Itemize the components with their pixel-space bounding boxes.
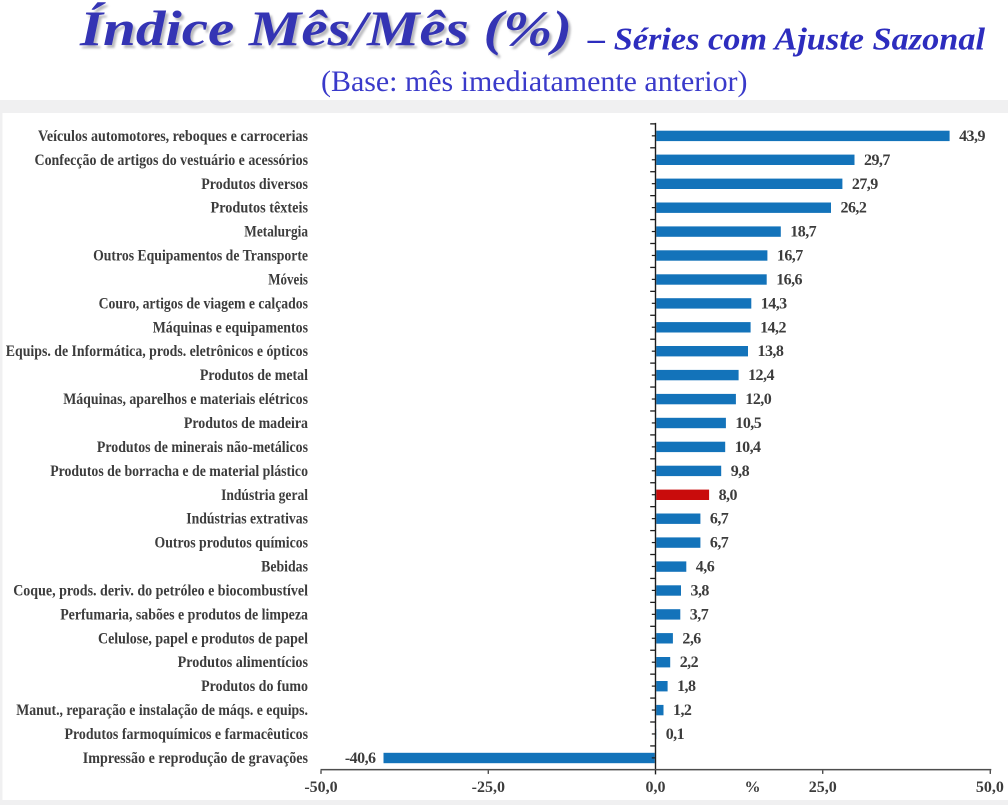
- svg-text:Produtos de metal: Produtos de metal: [200, 367, 309, 384]
- svg-text:-50,0: -50,0: [304, 779, 337, 796]
- svg-text:Impressão e reprodução de grav: Impressão e reprodução de gravações: [83, 750, 308, 767]
- svg-text:12,0: 12,0: [745, 391, 771, 408]
- svg-text:4,6: 4,6: [696, 559, 715, 576]
- svg-text:-25,0: -25,0: [472, 779, 505, 796]
- svg-text:50,0: 50,0: [976, 779, 1004, 796]
- svg-text:18,7: 18,7: [790, 224, 816, 241]
- svg-text:10,5: 10,5: [735, 415, 761, 432]
- svg-text:6,7: 6,7: [710, 535, 729, 552]
- svg-text:Celulose, papel e produtos de: Celulose, papel e produtos de papel: [98, 630, 309, 647]
- svg-text:(Base: mês imediatamente anter: (Base: mês imediatamente anterior): [321, 65, 748, 98]
- svg-text:Coque, prods. deriv. do petról: Coque, prods. deriv. do petróleo e bioco…: [13, 583, 308, 600]
- svg-text:Produtos diversos: Produtos diversos: [201, 176, 308, 193]
- svg-text:-40,6: -40,6: [345, 750, 376, 767]
- svg-text:3,8: 3,8: [691, 583, 710, 600]
- svg-text:9,8: 9,8: [731, 463, 750, 480]
- svg-text:Indústrias extrativas: Indústrias extrativas: [186, 511, 308, 528]
- svg-text:Produtos de minerais não-metál: Produtos de minerais não-metálicos: [97, 439, 308, 456]
- svg-text:3,7: 3,7: [690, 606, 709, 623]
- svg-text:43,9: 43,9: [959, 128, 985, 145]
- svg-text:2,6: 2,6: [682, 630, 701, 647]
- svg-text:Índice Mês/Mês (%): Índice Mês/Mês (%): [79, 0, 572, 56]
- svg-text:Índice Mês/Mês (%): Índice Mês/Mês (%): [81, 3, 574, 59]
- svg-text:Produtos têxteis: Produtos têxteis: [211, 200, 309, 217]
- svg-text:8,0: 8,0: [719, 487, 738, 504]
- svg-text:29,7: 29,7: [864, 152, 890, 169]
- svg-text:Produtos de madeira: Produtos de madeira: [184, 415, 308, 432]
- svg-text:26,2: 26,2: [841, 200, 867, 217]
- svg-text:12,4: 12,4: [748, 367, 774, 384]
- svg-text:Móveis: Móveis: [268, 272, 308, 289]
- svg-text:Couro, artigos de viagem e cal: Couro, artigos de viagem e calçados: [99, 295, 308, 312]
- svg-text:14,2: 14,2: [760, 319, 786, 336]
- svg-text:Metalurgia: Metalurgia: [244, 224, 308, 241]
- svg-text:16,7: 16,7: [777, 248, 803, 265]
- svg-text:1,2: 1,2: [673, 702, 692, 719]
- svg-text:Bebidas: Bebidas: [261, 559, 308, 576]
- svg-text:Indústria geral: Indústria geral: [221, 487, 309, 504]
- svg-text:Veículos automotores, reboques: Veículos automotores, reboques e carroce…: [38, 128, 308, 145]
- svg-text:2,2: 2,2: [680, 654, 699, 671]
- svg-text:Outros Equipamentos de Transpo: Outros Equipamentos de Transporte: [93, 248, 308, 265]
- svg-text:6,7: 6,7: [710, 511, 729, 528]
- svg-text:0,0: 0,0: [646, 779, 666, 796]
- svg-text:0,1: 0,1: [666, 726, 685, 743]
- svg-text:1,8: 1,8: [677, 678, 696, 695]
- svg-text:Equips. de Informática, prods.: Equips. de Informática, prods. eletrônic…: [6, 343, 308, 360]
- svg-text:Outros produtos químicos: Outros produtos químicos: [155, 535, 309, 552]
- svg-text:Máquinas e equipamentos: Máquinas e equipamentos: [153, 319, 308, 336]
- svg-text:10,4: 10,4: [735, 439, 761, 456]
- svg-text:25,0: 25,0: [809, 779, 837, 796]
- svg-text:16,6: 16,6: [776, 272, 802, 289]
- svg-text:Produtos de borracha e de mate: Produtos de borracha e de material plást…: [50, 463, 308, 480]
- svg-text:Confecção de artigos do vestuá: Confecção de artigos do vestuário e aces…: [35, 152, 309, 169]
- svg-text:– Séries com Ajuste Sazonal: – Séries com Ajuste Sazonal: [587, 21, 985, 57]
- svg-text:13,8: 13,8: [758, 343, 784, 360]
- svg-text:Perfumaria, sabões e produtos: Perfumaria, sabões e produtos de limpeza: [60, 606, 308, 623]
- svg-text:27,9: 27,9: [852, 176, 878, 193]
- svg-text:Máquinas, aparelhos e materiai: Máquinas, aparelhos e materiais elétrico…: [63, 391, 308, 408]
- svg-text:Produtos do fumo: Produtos do fumo: [201, 678, 308, 695]
- svg-text:Produtos alimentícios: Produtos alimentícios: [178, 654, 308, 671]
- svg-text:14,3: 14,3: [761, 295, 787, 312]
- svg-text:%: %: [745, 779, 761, 796]
- svg-text:Manut., reparação e instalação: Manut., reparação e instalação de máqs. …: [16, 702, 308, 719]
- svg-text:Produtos farmoquímicos e farma: Produtos farmoquímicos e farmacêuticos: [65, 726, 309, 743]
